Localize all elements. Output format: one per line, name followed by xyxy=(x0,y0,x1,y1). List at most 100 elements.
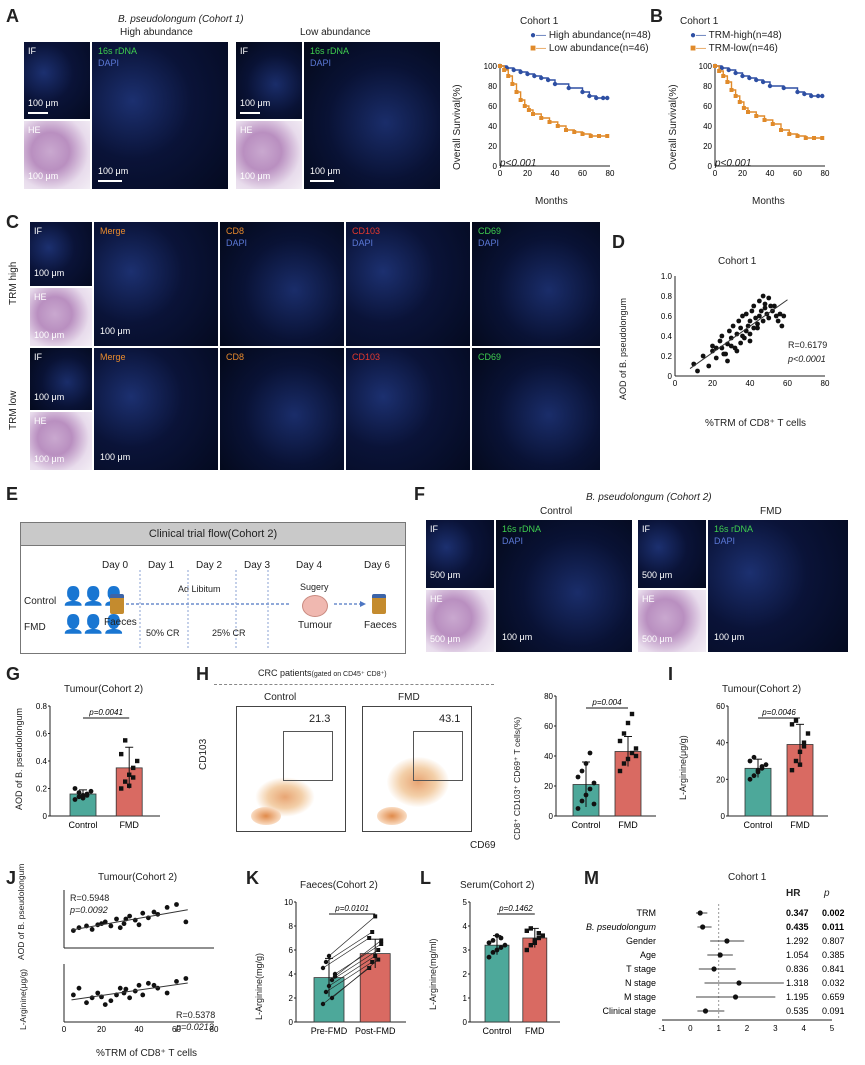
km-point xyxy=(502,68,507,72)
dapi-label: DAPI xyxy=(98,58,120,68)
data-point xyxy=(789,722,795,727)
km-point xyxy=(566,85,571,91)
dapi-label: DAPI xyxy=(310,58,332,68)
if-label: IF xyxy=(34,352,42,362)
regression-line xyxy=(71,909,188,931)
panel-c-he-low: HE 100 μm xyxy=(30,412,92,470)
p-value: 0.091 xyxy=(822,1006,845,1016)
data-point xyxy=(536,935,541,941)
x-tick-label: 20 xyxy=(738,169,747,178)
data-point xyxy=(583,792,589,798)
x-tick-label: 80 xyxy=(821,169,830,178)
x-tick-label: 20 xyxy=(708,379,717,388)
km-point xyxy=(594,95,599,101)
panel-c-cd8-low: CD8 xyxy=(220,348,344,470)
data-point xyxy=(801,744,807,749)
hr-point xyxy=(702,1008,709,1014)
scatter-point xyxy=(710,343,715,349)
if-label: IF xyxy=(34,226,42,236)
km-point xyxy=(812,136,816,140)
y-tick-label: 4 xyxy=(289,970,294,979)
scale-label: 500 μm xyxy=(430,570,461,580)
scatter-point xyxy=(140,992,146,998)
scatter-point xyxy=(756,313,762,319)
scatter-point xyxy=(117,985,123,991)
panel-i-title: Tumour(Cohort 2) xyxy=(722,684,802,695)
p-value: 0.659 xyxy=(822,992,845,1002)
stain-label: 16s rDNA xyxy=(502,524,542,534)
cr50-label: 50% CR xyxy=(146,628,180,638)
panel-label-h: H xyxy=(196,664,209,684)
he-label: HE xyxy=(642,594,655,604)
km-a-cohort: Cohort 1 xyxy=(520,16,559,27)
panel-h-title-text: CRC patients xyxy=(258,668,312,678)
data-point xyxy=(373,914,378,919)
panel-c-he-high: HE 100 μm xyxy=(30,288,92,346)
data-point xyxy=(751,773,757,779)
surgery-label: Sugery xyxy=(300,582,329,592)
km-point xyxy=(514,90,519,94)
y-tick-label: 60 xyxy=(716,702,725,711)
scale-label: 100 μm xyxy=(34,454,65,464)
data-point xyxy=(123,779,128,784)
panel-f-main-control: 16s rDNA DAPI 100 μm xyxy=(496,520,632,652)
panel-f-title: B. pseudolongum (Cohort 2) xyxy=(586,492,712,503)
km-a-legend-high: ●— High abundance(n=48) xyxy=(530,30,651,41)
km-point xyxy=(539,75,544,81)
km-point xyxy=(729,88,734,92)
panel-m-forest-plot: -1 0 1 2 3 4 5 TRM 0.347 0.002 B. pseudolongum 0.43… xyxy=(586,904,845,1033)
data-point xyxy=(320,1001,326,1007)
day-2: Day 2 xyxy=(196,560,223,571)
data-point xyxy=(629,750,635,756)
scatter-point xyxy=(740,313,745,319)
data-point xyxy=(759,764,765,769)
panel-d-scatter: 1.0 0.8 0.6 0.4 0.2 00 20 40 60 80 xyxy=(661,272,830,388)
x-tick-label: -1 xyxy=(658,1024,666,1033)
y-tick-label: 0 xyxy=(43,812,48,821)
scatter-point xyxy=(766,315,772,321)
y-tick-label: 0.4 xyxy=(36,757,48,766)
data-point xyxy=(793,758,799,764)
panel-c-cd103-high: CD103 DAPI xyxy=(346,222,470,346)
panel-label-b: B xyxy=(650,6,663,26)
scatter-point xyxy=(756,298,762,304)
y-tick-label: 80 xyxy=(703,82,712,91)
panel-j-p1: p=0.0092 xyxy=(70,905,108,915)
scatter-point xyxy=(773,313,779,319)
data-point xyxy=(494,933,500,938)
scatter-point xyxy=(734,348,740,354)
panel-c-if-low: IF 100 μm xyxy=(30,348,92,410)
scatter-point xyxy=(751,325,757,331)
scatter-point xyxy=(755,325,760,331)
data-point xyxy=(532,938,537,943)
regression-line xyxy=(71,982,188,1001)
data-point xyxy=(376,957,381,962)
panel-a-title: B. pseudolongum (Cohort 1) xyxy=(118,14,244,25)
y-tick-label: 4 xyxy=(463,922,468,931)
cd8-label: CD8 xyxy=(226,226,245,236)
x-tick-label: 40 xyxy=(551,169,560,178)
x-category-label: Control xyxy=(571,820,600,830)
km-point xyxy=(600,95,606,101)
scatter-point xyxy=(781,313,787,319)
hr-value: 1.195 xyxy=(786,992,809,1002)
panel-f-if-fmd: IF 500 μm xyxy=(638,520,706,588)
km-point xyxy=(781,85,786,91)
data-point xyxy=(587,750,593,756)
km-point xyxy=(588,134,593,138)
scale-label: 100 μm xyxy=(34,392,65,402)
x-tick-label: 20 xyxy=(523,169,532,178)
data-point xyxy=(633,753,639,759)
data-point xyxy=(320,965,326,971)
hr-value: 0.535 xyxy=(786,1006,809,1016)
panel-k-title: Faeces(Cohort 2) xyxy=(300,880,378,891)
scatter-point xyxy=(84,1000,89,1006)
km-point xyxy=(547,120,552,124)
panel-a-high-label: High abundance xyxy=(120,27,193,38)
km-point xyxy=(587,93,592,99)
x-tick-label: 40 xyxy=(135,1025,144,1034)
panel-g-bar-chart: 0.8 0.6 0.4 0.2 0 Control FMD p=0.0041 xyxy=(36,702,160,830)
faeces-cup-icon-2 xyxy=(372,594,386,614)
scatter-point xyxy=(151,982,157,988)
forest-row-label: M stage xyxy=(624,992,656,1002)
